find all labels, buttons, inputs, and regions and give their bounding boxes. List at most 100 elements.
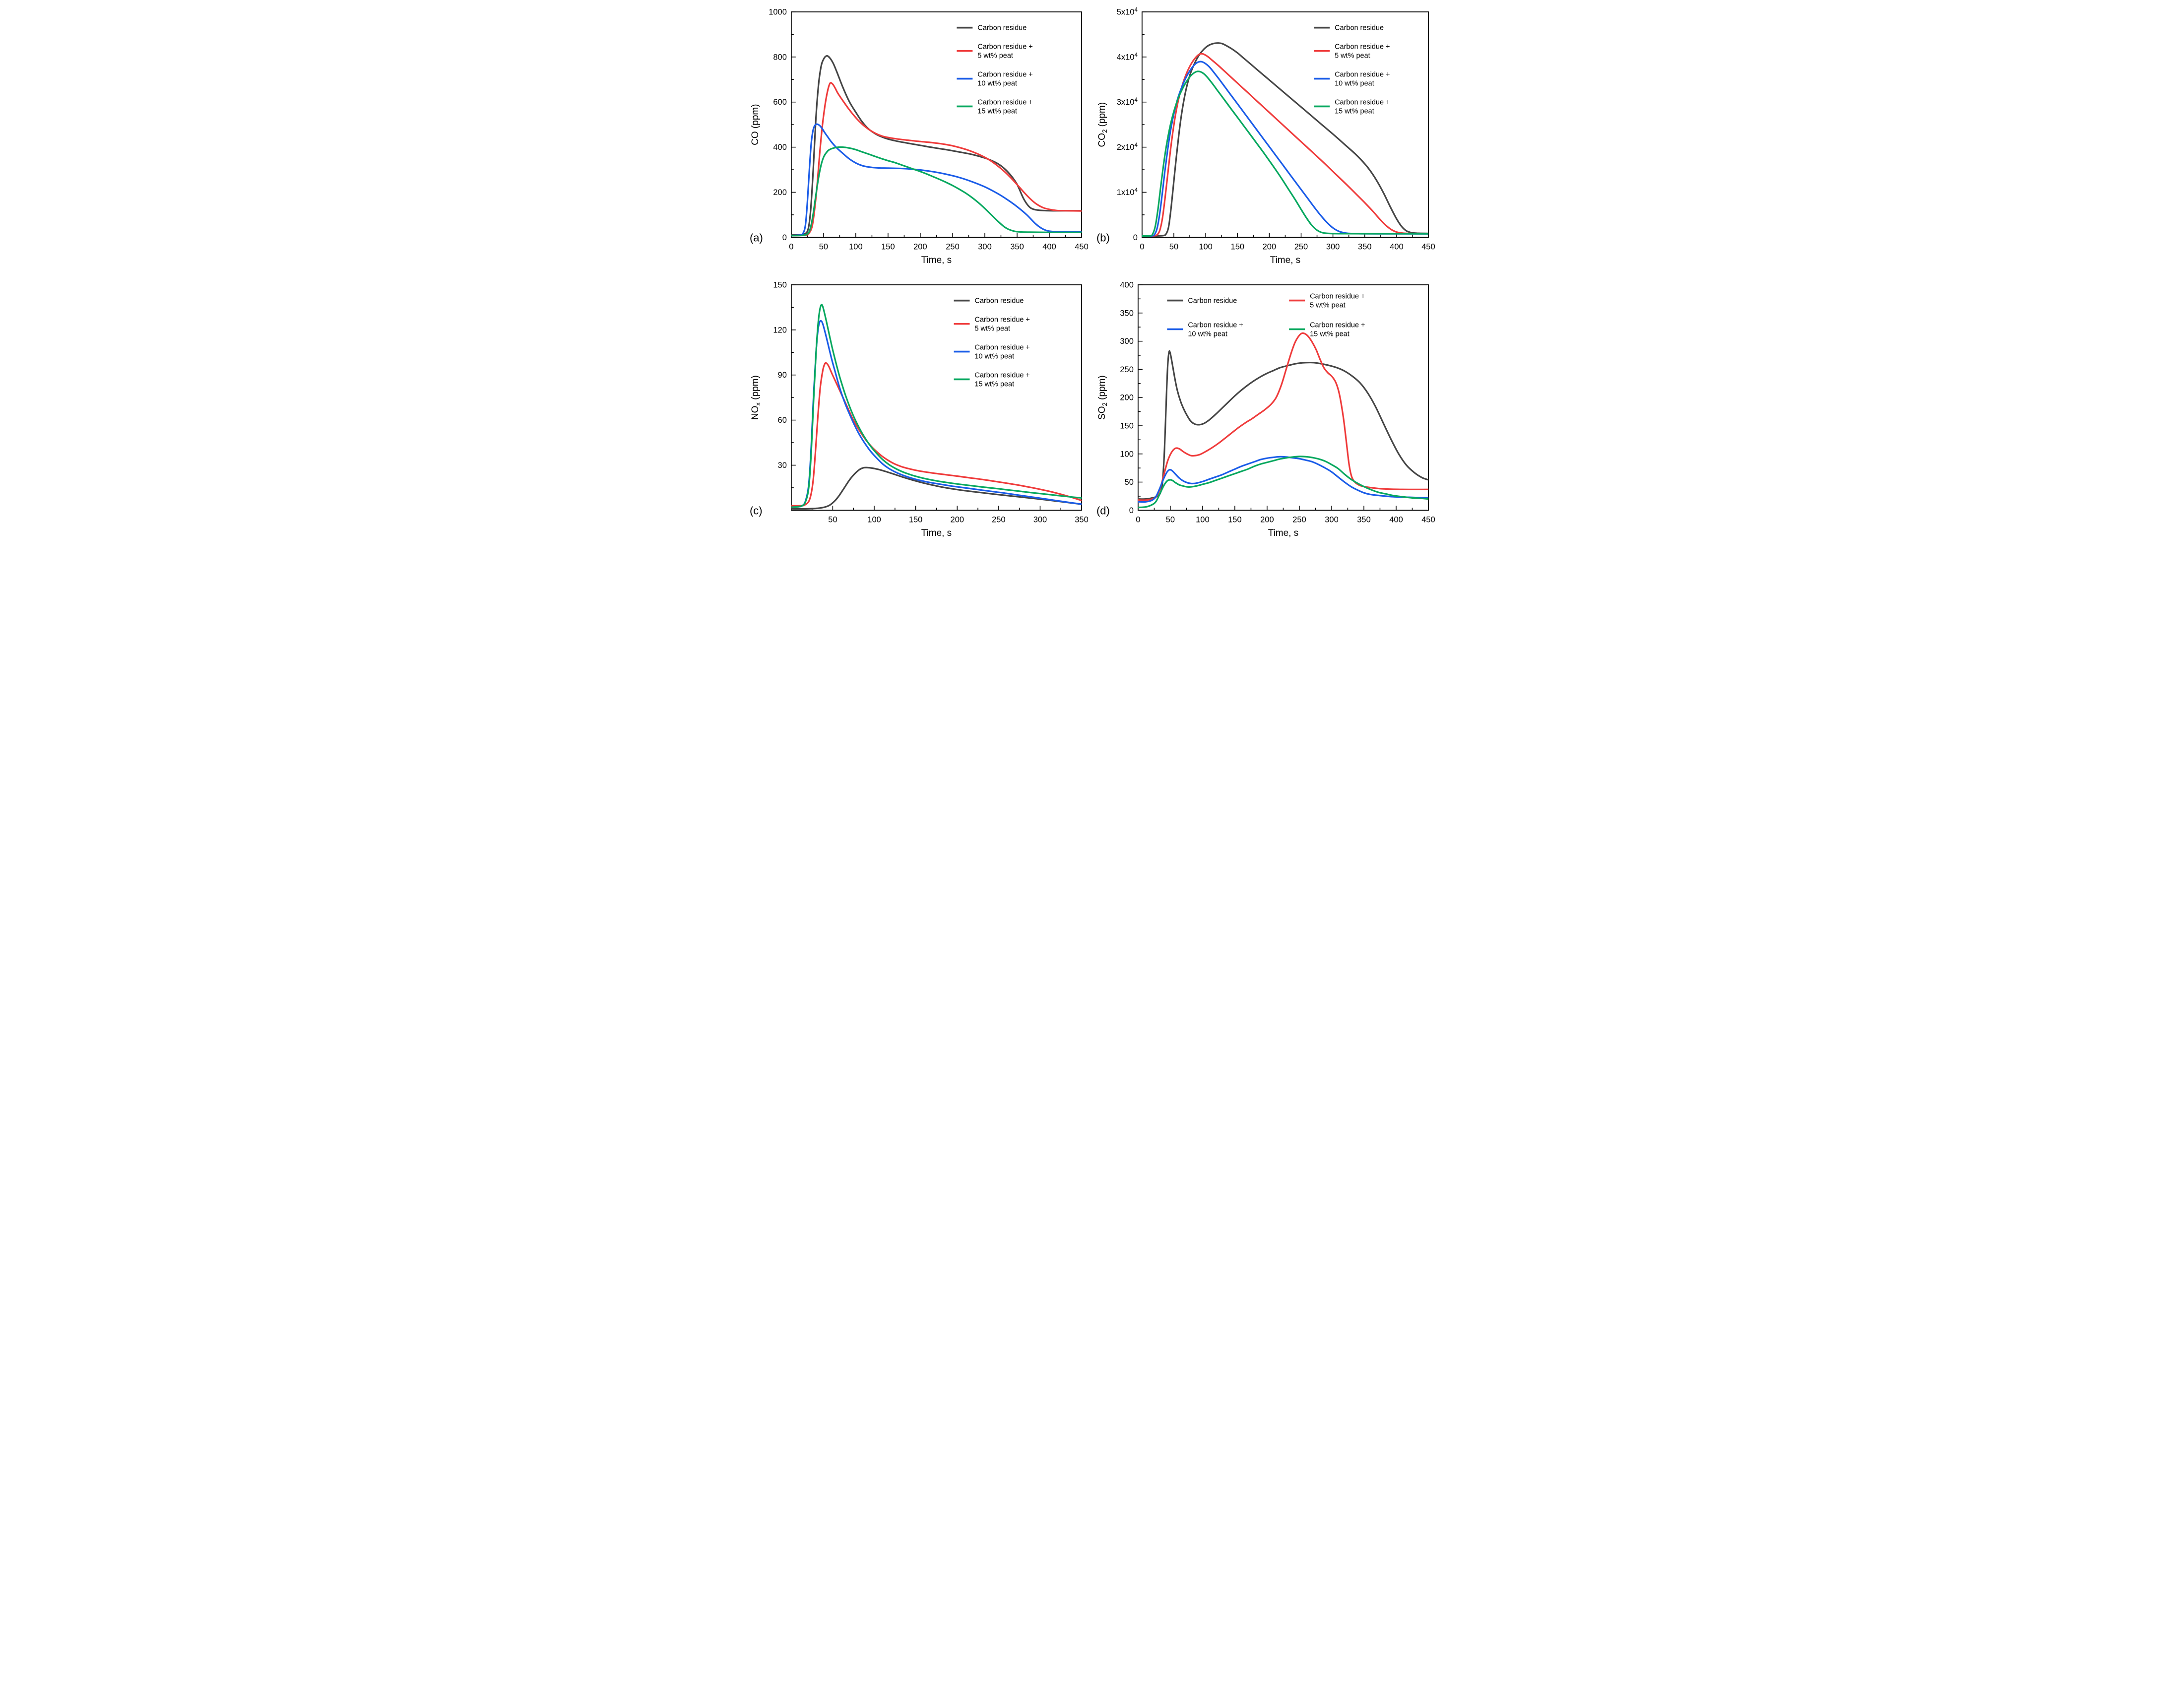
legend-label: Carbon residue + bbox=[977, 71, 1032, 79]
legend-label: 5 wt% peat bbox=[977, 52, 1013, 60]
series-line-carbon-residue-10-wt-peat bbox=[791, 320, 1082, 509]
series-line-carbon-residue-15-wt-peat bbox=[791, 146, 1082, 237]
svg-text:2x104: 2x104 bbox=[1117, 142, 1138, 152]
svg-text:3x104: 3x104 bbox=[1117, 97, 1138, 107]
svg-text:30: 30 bbox=[778, 461, 787, 470]
svg-text:150: 150 bbox=[909, 515, 922, 524]
svg-text:800: 800 bbox=[773, 53, 786, 62]
series-line-carbon-residue bbox=[1138, 350, 1429, 500]
series-line-carbon-residue-5-wt-peat bbox=[1138, 332, 1429, 501]
legend-label: Carbon residue + bbox=[1335, 71, 1390, 79]
svg-text:150: 150 bbox=[1120, 422, 1133, 431]
svg-text:120: 120 bbox=[773, 326, 786, 335]
legend-label: Carbon residue bbox=[1335, 24, 1384, 32]
svg-text:200: 200 bbox=[913, 242, 927, 251]
series-line-carbon-residue-10-wt-peat bbox=[1138, 456, 1429, 503]
svg-text:50: 50 bbox=[1169, 242, 1178, 251]
svg-text:150: 150 bbox=[881, 242, 895, 251]
legend-label: Carbon residue bbox=[974, 297, 1024, 305]
panel-letter: (b) bbox=[1096, 231, 1110, 244]
svg-text:100: 100 bbox=[849, 242, 862, 251]
svg-text:350: 350 bbox=[1357, 515, 1370, 524]
axis-ticks bbox=[1138, 284, 1429, 511]
series-line-carbon-residue-5-wt-peat bbox=[791, 362, 1082, 507]
series-line-carbon-residue-5-wt-peat bbox=[791, 82, 1082, 237]
svg-text:300: 300 bbox=[1120, 337, 1133, 346]
svg-text:150: 150 bbox=[1231, 242, 1244, 251]
svg-text:350: 350 bbox=[1075, 515, 1088, 524]
panel-b-co2-chart: 0 50 100 150 200 250 300 350 400 450 0 1x104 2x104 3x… bbox=[1094, 5, 1436, 270]
svg-text:50: 50 bbox=[819, 242, 828, 251]
svg-text:50: 50 bbox=[828, 515, 837, 524]
y-axis-label: CO (ppm) bbox=[750, 104, 761, 145]
svg-text:90: 90 bbox=[778, 371, 787, 380]
svg-text:100: 100 bbox=[1120, 450, 1133, 459]
series-line-carbon-residue bbox=[1142, 42, 1429, 237]
legend-label: Carbon residue + bbox=[977, 98, 1032, 106]
svg-text:200: 200 bbox=[1260, 515, 1274, 524]
svg-text:100: 100 bbox=[1196, 515, 1209, 524]
series-line-carbon-residue-10-wt-peat bbox=[1142, 61, 1429, 237]
svg-text:600: 600 bbox=[773, 98, 786, 107]
x-tick-labels: 0 50 100 150 200 250 300 350 400 450 bbox=[789, 242, 1088, 251]
svg-text:400: 400 bbox=[1042, 242, 1056, 251]
svg-text:350: 350 bbox=[1120, 309, 1133, 318]
legend-label: 15 wt% peat bbox=[1335, 107, 1374, 115]
series-line-carbon-residue-15-wt-peat bbox=[1142, 70, 1429, 237]
x-axis-label: Time, s bbox=[921, 528, 952, 538]
svg-text:150: 150 bbox=[1228, 515, 1241, 524]
legend-label: Carbon residue + bbox=[974, 316, 1029, 324]
svg-text:450: 450 bbox=[1421, 242, 1435, 251]
axis-ticks bbox=[791, 284, 1082, 511]
svg-text:250: 250 bbox=[1292, 515, 1306, 524]
x-tick-labels: 0 50 100 150 200 250 300 350 400 450 bbox=[1136, 515, 1435, 524]
x-tick-labels: 0 50 100 150 200 250 300 350 400 450 bbox=[1140, 242, 1435, 251]
y-tick-labels: 0 50 100 150 200 250 300 350 400 bbox=[1120, 281, 1133, 515]
svg-text:250: 250 bbox=[946, 242, 959, 251]
svg-text:200: 200 bbox=[1263, 242, 1276, 251]
series-group bbox=[1142, 42, 1429, 237]
svg-text:60: 60 bbox=[778, 416, 787, 425]
series-line-carbon-residue-15-wt-peat bbox=[791, 304, 1082, 509]
y-axis-label: NOx (ppm) bbox=[750, 375, 762, 420]
svg-text:0: 0 bbox=[782, 233, 787, 242]
figure-grid: 0 50 100 150 200 250 300 350 400 450 0 200 400 600 800… bbox=[745, 0, 1439, 548]
svg-text:1000: 1000 bbox=[769, 7, 787, 16]
legend-label: 5 wt% peat bbox=[1310, 302, 1346, 310]
plot-frame bbox=[790, 11, 1082, 238]
x-axis-label: Time, s bbox=[1270, 255, 1300, 265]
plot-frame bbox=[790, 284, 1082, 511]
panel-a-co-chart: 0 50 100 150 200 250 300 350 400 450 0 200 400 600 800… bbox=[748, 5, 1090, 270]
svg-text:250: 250 bbox=[992, 515, 1005, 524]
svg-text:4x104: 4x104 bbox=[1117, 52, 1138, 62]
legend-label: Carbon residue + bbox=[1335, 43, 1390, 51]
legend-label: 5 wt% peat bbox=[974, 325, 1010, 333]
series-group bbox=[791, 55, 1082, 237]
y-tick-labels: 0 1x104 2x104 3x104 4x104 5x104 bbox=[1117, 7, 1138, 242]
y-axis-label: CO2 (ppm) bbox=[1097, 102, 1108, 147]
co2-vs-time-chart: 0 50 100 150 200 250 300 350 400 450 0 1x104 2x104 3x… bbox=[1096, 7, 1435, 265]
svg-text:450: 450 bbox=[1421, 515, 1435, 524]
legend-label: 15 wt% peat bbox=[974, 381, 1014, 389]
x-tick-labels: 50 100 150 200 250 300 350 bbox=[828, 515, 1088, 524]
y-tick-labels: 30 60 90 120 150 bbox=[773, 281, 786, 470]
panel-letter: (a) bbox=[750, 231, 763, 244]
svg-text:1x104: 1x104 bbox=[1117, 188, 1138, 197]
x-axis-label: Time, s bbox=[921, 255, 952, 265]
svg-text:400: 400 bbox=[1390, 242, 1403, 251]
svg-text:300: 300 bbox=[1325, 515, 1338, 524]
axis-ticks bbox=[791, 11, 1082, 238]
series-line-carbon-residue-15-wt-peat bbox=[1138, 456, 1429, 509]
series-line-carbon-residue-5-wt-peat bbox=[1142, 53, 1429, 237]
svg-text:250: 250 bbox=[1294, 242, 1308, 251]
svg-text:0: 0 bbox=[1129, 506, 1134, 515]
legend-label: 15 wt% peat bbox=[1310, 330, 1349, 338]
legend-label: 10 wt% peat bbox=[1335, 80, 1374, 88]
legend-label: Carbon residue + bbox=[977, 43, 1032, 51]
svg-text:400: 400 bbox=[1389, 515, 1403, 524]
legend-label: Carbon residue + bbox=[1310, 293, 1365, 301]
svg-text:200: 200 bbox=[1120, 394, 1133, 402]
svg-text:350: 350 bbox=[1010, 242, 1024, 251]
